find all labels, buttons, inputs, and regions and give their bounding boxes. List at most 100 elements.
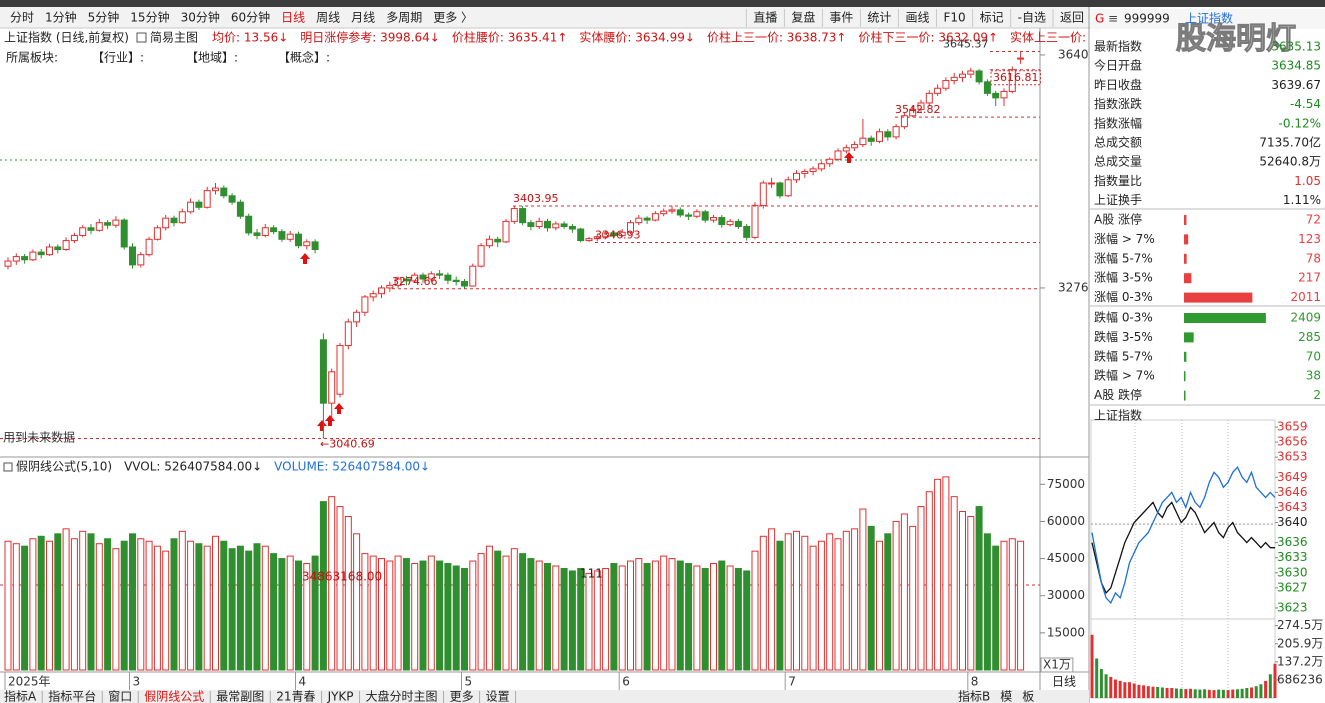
y-tick-label: 3659 <box>1277 420 1308 434</box>
quote-menu[interactable]: ≡ <box>1108 12 1118 26</box>
toolbar-button[interactable]: 画线 <box>905 11 929 25</box>
candle-body <box>593 236 601 240</box>
mini-volume-bar <box>1259 684 1263 698</box>
mini-volume-bar <box>1104 674 1108 698</box>
candle-body <box>444 274 452 281</box>
candle-body <box>718 217 726 226</box>
candle-body <box>519 208 527 224</box>
breadth-count: 2 <box>1313 388 1321 402</box>
breadth-label: 跌幅 5-7% <box>1094 348 1153 363</box>
candle-body <box>386 284 394 289</box>
info-item: 实体上三一价: <box>1010 30 1086 45</box>
period-tab[interactable]: 日线 <box>281 11 305 25</box>
volume-bar <box>46 540 53 671</box>
period-tab[interactable]: 月线 <box>351 11 375 25</box>
period-tab[interactable]: 分时 <box>10 11 34 25</box>
intraday-line <box>1091 466 1276 605</box>
period-tab[interactable]: 30分钟 <box>181 10 220 25</box>
candle-body <box>660 210 668 215</box>
bottom-tab[interactable]: 设置 <box>486 690 510 703</box>
mini-volume-bar <box>1174 688 1178 698</box>
bottom-tab[interactable]: 窗口 <box>108 690 132 703</box>
signal-arrow <box>300 253 310 264</box>
period-tab[interactable]: 多周期 <box>386 11 422 25</box>
quote-label: 上证换手 <box>1094 193 1142 207</box>
candle-body <box>510 208 518 222</box>
breadth-bar <box>1184 332 1194 343</box>
volume-bar <box>79 530 87 671</box>
annotation-label: 3274.66 <box>392 275 438 288</box>
bottom-tab[interactable]: JYKP <box>327 690 354 703</box>
bottom-tab[interactable]: 最常副图 <box>216 690 264 703</box>
volume-bar <box>851 528 859 671</box>
sector-label: 【行业】: <box>92 51 144 65</box>
y-tick-label: 3653 <box>1277 450 1308 464</box>
volume-bar <box>983 533 991 671</box>
toolbar-button[interactable]: 返回 <box>1060 11 1084 25</box>
toolbar-button[interactable]: 复盘 <box>791 10 815 25</box>
breadth-count: 2409 <box>1290 311 1321 325</box>
candle-body <box>942 80 950 89</box>
bottom-tab[interactable]: 大盘分时主图 <box>366 689 438 703</box>
toolbar-button[interactable]: 统计 <box>867 11 891 25</box>
y-tick-label: 45000 <box>1047 551 1085 565</box>
volume-bar <box>212 535 219 671</box>
y-tick-label: 3627 <box>1277 580 1308 594</box>
volume-bar <box>577 567 585 671</box>
volume-bar <box>859 508 867 671</box>
bottom-tab[interactable]: 指标B <box>958 689 990 703</box>
mini-volume-bar <box>1151 686 1155 698</box>
info-mode: 简易主图 <box>150 31 198 45</box>
period-tab[interactable]: 60分钟 <box>231 10 270 25</box>
volume-bar <box>419 560 427 671</box>
candle-body <box>104 222 112 226</box>
period-tab[interactable]: 15分钟 <box>130 10 169 25</box>
y-tick-label: 15000 <box>1047 625 1085 639</box>
bottom-tab[interactable]: 指标A <box>4 689 37 703</box>
volume-bar <box>701 567 709 671</box>
bottom-tab[interactable]: 21青春 <box>276 690 315 703</box>
volume-bar <box>826 533 834 671</box>
breadth-count: 38 <box>1306 369 1321 383</box>
volume-bar <box>718 560 726 671</box>
candle-body <box>768 182 776 185</box>
volume-bar <box>568 570 576 671</box>
volume-bar <box>477 553 485 671</box>
y-tick-label: 3640 <box>1058 47 1089 61</box>
volume-bar <box>527 558 535 671</box>
candle-body <box>344 321 352 347</box>
toolbar-button[interactable]: 标记 <box>980 11 1004 25</box>
bottom-tab[interactable]: 指标平台 <box>48 689 96 703</box>
candle-body <box>145 238 153 256</box>
bottom-tab[interactable]: 板 <box>1022 690 1034 703</box>
mini-volume-bar <box>1113 679 1117 698</box>
period-tab[interactable]: 5分钟 <box>88 10 120 25</box>
volume-bar <box>236 545 244 671</box>
candle-body <box>187 201 195 213</box>
toolbar-button[interactable]: 直播 <box>753 11 777 25</box>
toolbar-button[interactable]: 事件 <box>829 11 853 25</box>
bottom-tab[interactable]: 模 <box>1000 690 1012 703</box>
volume-bar <box>378 558 385 671</box>
candle-body <box>909 108 917 117</box>
unit-box <box>1040 657 1074 673</box>
period-tab[interactable]: 更多 〉 <box>433 11 473 25</box>
bottom-tab[interactable]: 假阴线公式 <box>144 690 204 703</box>
mini-volume-bar <box>1273 663 1277 698</box>
mini-volume-bar <box>1160 687 1164 698</box>
toolbar-button[interactable]: -自选 <box>1018 11 1046 25</box>
quote-label: 指数涨跌 <box>1094 96 1142 111</box>
bottom-tab[interactable]: 更多 <box>450 690 474 703</box>
info-title: 上证指数 (日线,前复权) <box>4 30 129 45</box>
volume-bar <box>552 565 560 671</box>
candle-body <box>336 345 344 395</box>
period-tab[interactable]: 1分钟 <box>45 10 77 25</box>
mini-volume-bar <box>1090 634 1094 698</box>
legend-entry: VOLUME: 526407584.00↓ <box>274 460 430 474</box>
y-tick-label: 3649 <box>1277 470 1308 484</box>
toolbar-button[interactable]: F10 <box>943 11 965 25</box>
volume-bar <box>261 545 269 671</box>
y-tick-label: 3276 <box>1058 280 1089 294</box>
volume-bar <box>743 570 751 671</box>
period-tab[interactable]: 周线 <box>316 11 340 25</box>
